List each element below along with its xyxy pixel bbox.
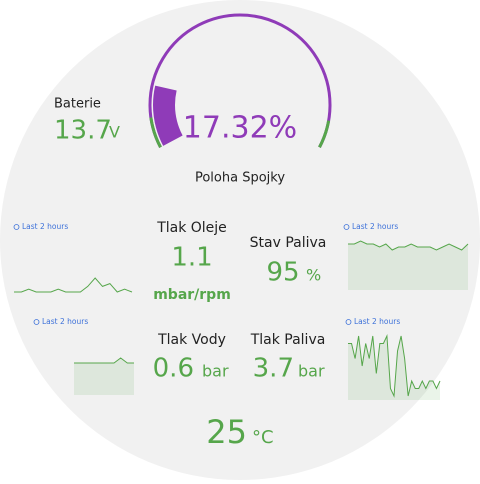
fuel-pressure-unit: bar bbox=[298, 362, 325, 381]
fuel-pressure-value: 3.7 bbox=[253, 354, 294, 384]
battery-value: 13.7 bbox=[54, 116, 112, 146]
gauge-track bbox=[148, 13, 332, 148]
clock-icon bbox=[345, 319, 352, 325]
fuel-pressure-label: Tlak Paliva bbox=[250, 332, 326, 348]
sparkline-label: Last 2 hours bbox=[354, 317, 400, 326]
oil-value: 1.1 bbox=[171, 243, 212, 273]
sparkline bbox=[348, 240, 469, 251]
gauge-value: 17.32% bbox=[183, 111, 297, 146]
water-value: 0.6 bbox=[153, 354, 194, 384]
gauge-threshold bbox=[318, 120, 331, 148]
sparkline-label: Last 2 hours bbox=[352, 222, 398, 231]
gauge-threshold bbox=[149, 117, 162, 148]
clock-icon bbox=[33, 319, 40, 325]
oil-label: Tlak Oleje bbox=[156, 220, 227, 236]
sparkline-area bbox=[348, 336, 440, 400]
fuel-level-value: 95 bbox=[266, 258, 299, 288]
sparkline-area bbox=[348, 241, 468, 290]
battery-label: Baterie bbox=[54, 97, 101, 112]
sparkline bbox=[74, 357, 134, 364]
sparkline bbox=[14, 277, 133, 293]
water-label: Tlak Vody bbox=[157, 332, 226, 348]
clock-icon bbox=[13, 224, 20, 230]
sparkline-label: Last 2 hours bbox=[22, 222, 68, 231]
temperature-unit: °C bbox=[252, 427, 274, 448]
temperature-value: 25 bbox=[206, 413, 247, 451]
oil-unit: mbar/rpm bbox=[153, 287, 231, 303]
clock-icon bbox=[343, 224, 350, 230]
water-unit: bar bbox=[202, 362, 229, 381]
fuel-level-label: Stav Paliva bbox=[250, 235, 327, 251]
battery-unit: V bbox=[109, 123, 120, 142]
sparkline bbox=[348, 334, 441, 398]
sparkline-area bbox=[74, 358, 134, 395]
sparkline-label: Last 2 hours bbox=[42, 317, 88, 326]
gauge-label: Poloha Spojky bbox=[195, 171, 285, 186]
fuel-level-unit: % bbox=[306, 266, 321, 285]
gauge-value-arc bbox=[153, 85, 183, 146]
